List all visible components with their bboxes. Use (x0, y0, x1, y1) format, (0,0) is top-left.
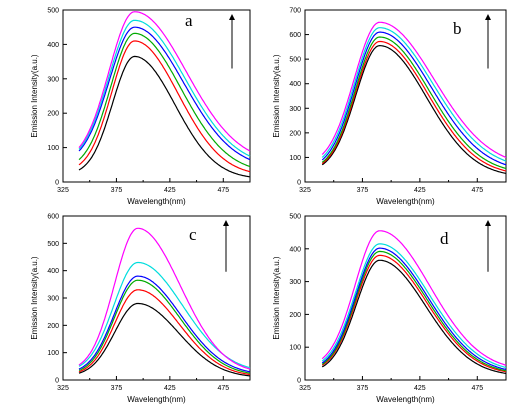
emission-curve-6 (78, 11, 251, 152)
y-tick-label: 0 (297, 180, 301, 187)
emission-curve-5 (78, 261, 251, 369)
panel-label: a (185, 11, 193, 30)
y-tick-label: 700 (289, 8, 301, 15)
y-tick-label: 100 (47, 145, 59, 152)
x-axis-title: Wavelength(nm) (376, 197, 435, 206)
y-axis-title: Emission Intensity(a.u.) (30, 54, 39, 137)
y-tick-label: 0 (297, 378, 301, 385)
emission-curve-3 (321, 250, 507, 372)
emission-curve-1 (321, 44, 507, 174)
emission-curve-5 (321, 27, 507, 162)
y-tick-label: 500 (289, 214, 301, 221)
y-tick-label: 400 (289, 81, 301, 88)
emission-curve-2 (321, 254, 507, 373)
plot-frame (304, 9, 507, 183)
x-tick-label: 475 (217, 187, 229, 194)
emission-curve-2 (321, 40, 507, 172)
x-tick-label: 425 (164, 187, 176, 194)
y-tick-label: 600 (289, 32, 301, 39)
y-tick-label: 500 (47, 241, 59, 248)
y-tick-label: 300 (289, 279, 301, 286)
x-axis-title: Wavelength(nm) (376, 395, 435, 404)
emission-curve-1 (321, 259, 507, 374)
y-tick-label: 300 (47, 296, 59, 303)
panel-label: d (440, 229, 449, 248)
x-tick-label: 425 (164, 385, 176, 392)
y-tick-label: 200 (289, 130, 301, 137)
panel-label: c (189, 225, 197, 244)
emission-curve-1 (78, 55, 251, 178)
y-tick-label: 400 (289, 246, 301, 253)
y-tick-label: 500 (289, 57, 301, 64)
panel-label: b (453, 19, 462, 38)
emission-curve-6 (78, 227, 251, 370)
x-tick-label: 375 (357, 187, 369, 194)
x-tick-label: 325 (57, 385, 69, 392)
arrow-head-icon (229, 14, 235, 20)
y-tick-label: 0 (55, 180, 59, 187)
arrow-head-icon (485, 220, 491, 226)
emission-curve-4 (78, 275, 251, 373)
y-tick-label: 300 (47, 76, 59, 83)
y-tick-label: 100 (289, 155, 301, 162)
y-axis-title: Emission Intensity(a.u.) (272, 256, 281, 339)
emission-curve-5 (321, 243, 507, 369)
chart-panel-d: 325 375 425 475 0 100 200 300 400 500 Wavelength(n… (272, 214, 507, 404)
arrow-head-icon (485, 14, 491, 20)
emission-curve-4 (78, 26, 251, 161)
x-tick-label: 425 (414, 385, 426, 392)
x-tick-label: 475 (217, 385, 229, 392)
emission-curve-5 (78, 19, 251, 157)
x-tick-label: 475 (471, 187, 483, 194)
y-tick-label: 100 (289, 345, 301, 352)
emission-curve-4 (321, 31, 507, 166)
y-tick-label: 200 (47, 111, 59, 118)
x-tick-label: 375 (357, 385, 369, 392)
y-tick-label: 100 (47, 350, 59, 357)
emission-curve-3 (78, 32, 251, 168)
y-axis-title: Emission Intensity(a.u.) (272, 54, 281, 137)
y-tick-label: 0 (55, 378, 59, 385)
x-axis-title: Wavelength(nm) (127, 395, 186, 404)
chart-panel-a: 325 375 425 475 0 100 200 300 400 500 Wavelength(n… (30, 8, 251, 206)
x-tick-label: 425 (414, 187, 426, 194)
x-tick-label: 375 (111, 187, 123, 194)
chart-panel-c: 325 375 425 475 0 100 200 300 400 500 600 Wavelengt… (30, 214, 251, 404)
y-tick-label: 600 (47, 214, 59, 221)
x-tick-label: 475 (471, 385, 483, 392)
y-axis-title: Emission Intensity(a.u.) (30, 256, 39, 339)
y-tick-label: 300 (289, 106, 301, 113)
emission-curve-3 (78, 279, 251, 374)
y-tick-label: 400 (47, 268, 59, 275)
x-tick-label: 375 (111, 385, 123, 392)
emission-curve-6 (321, 21, 507, 158)
arrow-head-icon (223, 220, 229, 226)
x-axis-title: Wavelength(nm) (127, 197, 186, 206)
x-tick-label: 325 (299, 385, 311, 392)
emission-curve-3 (321, 36, 507, 170)
x-tick-label: 325 (57, 187, 69, 194)
emission-curve-2 (78, 289, 251, 376)
emission-curve-6 (321, 230, 507, 366)
y-tick-label: 500 (47, 8, 59, 15)
x-tick-label: 325 (299, 187, 311, 194)
plot-frame (304, 215, 507, 381)
emission-curve-4 (321, 247, 507, 371)
plot-frame (62, 9, 251, 183)
y-tick-label: 400 (47, 42, 59, 49)
y-tick-label: 200 (47, 323, 59, 330)
y-tick-label: 200 (289, 312, 301, 319)
emission-curve-1 (78, 302, 251, 377)
chart-panel-b: 325 375 425 475 0 100 200 300 400 500 600 700 Wavele… (272, 8, 507, 206)
emission-curve-2 (78, 40, 251, 173)
